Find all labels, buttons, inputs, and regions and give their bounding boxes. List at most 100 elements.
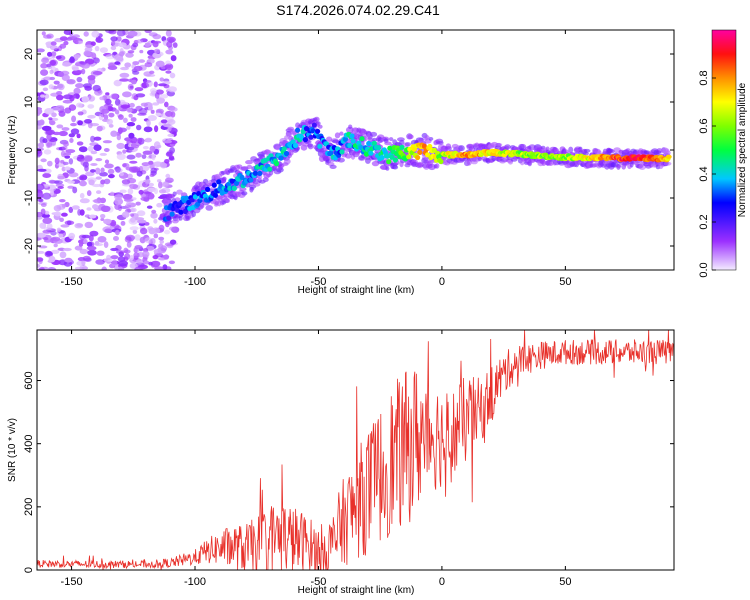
spectrogram-cell bbox=[92, 183, 102, 188]
spectrogram-cell bbox=[166, 215, 172, 221]
spectrogram-cell bbox=[136, 124, 142, 131]
spectrogram-cell bbox=[37, 168, 47, 172]
spectrogram-cell bbox=[93, 136, 102, 141]
spectrogram-cell bbox=[154, 48, 161, 54]
spectrogram-cell bbox=[53, 80, 60, 85]
spectrogram-cell bbox=[146, 205, 153, 209]
y-tick-label: 0 bbox=[23, 147, 35, 153]
spectrogram-cell bbox=[45, 251, 53, 256]
spectrogram-cell bbox=[257, 170, 263, 176]
spectrogram-cell bbox=[140, 82, 150, 89]
x-tick-label: 50 bbox=[559, 576, 571, 588]
spectrogram-cell bbox=[126, 122, 136, 127]
spectrogram-cell bbox=[56, 94, 64, 101]
spectrogram-cell bbox=[43, 149, 52, 155]
spectrogram-cell bbox=[99, 152, 108, 156]
spectrogram-cell bbox=[311, 122, 317, 128]
spectrogram-cell bbox=[71, 115, 77, 123]
spectrogram-cell bbox=[86, 241, 93, 247]
spectrogram-cell bbox=[168, 38, 175, 44]
y-tick-label: -20 bbox=[23, 238, 35, 254]
spectrogram-cell bbox=[64, 155, 71, 159]
snr-frame bbox=[36, 329, 675, 571]
spectrogram-cell bbox=[85, 171, 95, 177]
spectrogram-cell bbox=[138, 189, 144, 195]
spectrogram-cell bbox=[328, 150, 334, 156]
spectrogram-cell bbox=[47, 51, 53, 57]
spectrogram-cell bbox=[61, 74, 70, 81]
spectrogram-cell bbox=[111, 259, 118, 267]
spectrogram-cell bbox=[37, 183, 45, 191]
spectrogram-cell bbox=[141, 162, 151, 167]
spectrogram-y-label: Frequency (Hz) bbox=[7, 116, 18, 185]
spectrogram-cell bbox=[58, 233, 64, 238]
spectrogram-cell bbox=[59, 199, 66, 203]
spectrogram-cell bbox=[63, 94, 73, 100]
spectrogram-cell bbox=[130, 213, 135, 217]
spectrogram-cell bbox=[140, 196, 150, 201]
spectrogram-cell bbox=[192, 194, 198, 200]
spectrogram-cell bbox=[350, 138, 356, 144]
spectrogram-cell bbox=[91, 30, 100, 38]
spectrogram-cell bbox=[42, 173, 52, 178]
y-tick-label: 200 bbox=[23, 498, 35, 516]
spectrogram-cell bbox=[93, 198, 104, 204]
spectrogram-cell bbox=[159, 77, 165, 82]
spectrogram-cell bbox=[90, 135, 96, 143]
spectrogram-cell bbox=[137, 112, 147, 116]
spectrogram-cell bbox=[43, 237, 49, 241]
spectrogram-cell bbox=[376, 145, 382, 151]
spectrogram-cell bbox=[56, 124, 64, 129]
spectrogram-cell bbox=[130, 207, 137, 213]
spectrogram-x-ticks: -150 -100 -50 0 50 bbox=[61, 30, 571, 288]
spectrogram-cell bbox=[169, 72, 176, 79]
spectrogram-cell bbox=[145, 73, 156, 77]
spectrogram-cell bbox=[56, 227, 62, 233]
spectrogram-cell bbox=[152, 255, 159, 260]
spectrogram-cell bbox=[61, 127, 70, 131]
spectrogram-cell bbox=[44, 108, 55, 115]
spectrogram-cell bbox=[92, 57, 100, 64]
spectrogram-cell bbox=[37, 257, 44, 262]
spectrogram-cell bbox=[68, 172, 79, 178]
spectrogram-cell bbox=[71, 205, 80, 210]
spectrogram-cell bbox=[144, 30, 152, 34]
spectrogram-cell bbox=[264, 149, 271, 156]
spectrogram-cell bbox=[69, 138, 74, 143]
spectrogram-cell bbox=[371, 140, 377, 146]
spectrogram-cell bbox=[60, 150, 66, 158]
spectrogram-cell bbox=[51, 112, 57, 118]
spectrogram-cell bbox=[386, 159, 392, 165]
spectrogram-cell bbox=[153, 81, 158, 88]
spectrogram-cell bbox=[314, 116, 320, 122]
spectrogram-cell bbox=[43, 226, 52, 231]
spectrogram-cell bbox=[118, 260, 128, 267]
spectrogram-cell bbox=[40, 63, 48, 69]
spectrogram-cell bbox=[371, 137, 377, 142]
colorbar-tick-label: 0.4 bbox=[698, 166, 710, 181]
spectrogram-cell bbox=[73, 87, 81, 95]
spectrogram-cell bbox=[99, 47, 108, 53]
spectrogram-cell bbox=[164, 101, 169, 108]
spectrogram-cell bbox=[37, 108, 43, 115]
spectrogram-cell bbox=[96, 190, 102, 195]
spectrogram-cell bbox=[43, 76, 52, 81]
spectrogram-cell bbox=[438, 158, 444, 165]
spectrogram-cell bbox=[169, 226, 176, 231]
spectrogram-cell bbox=[46, 142, 53, 148]
spectrogram-cell bbox=[347, 142, 353, 149]
spectrogram-cell bbox=[148, 160, 154, 165]
spectrogram-cell bbox=[62, 161, 69, 166]
snr-y-ticks: 0 200 400 600 bbox=[23, 371, 674, 573]
spectrogram-cell bbox=[165, 110, 173, 117]
spectrogram-cell bbox=[42, 217, 53, 224]
spectrogram-cell bbox=[57, 83, 64, 89]
spectrogram-cell bbox=[118, 266, 124, 270]
spectrogram-cell bbox=[133, 252, 140, 259]
spectrogram-cell bbox=[47, 160, 53, 167]
spectrogram-cell bbox=[96, 250, 105, 256]
spectrogram-cell bbox=[123, 117, 128, 124]
spectrogram-cell bbox=[73, 93, 80, 99]
spectrogram-cell bbox=[156, 202, 163, 208]
